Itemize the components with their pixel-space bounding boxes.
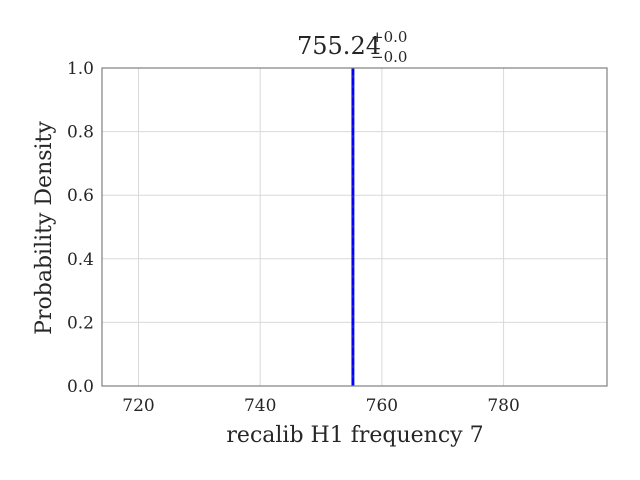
y-tick-labels: 0.0 0.2 0.4 0.6 0.8 1.0 bbox=[67, 59, 94, 397]
x-axis-label: recalib H1 frequency 7 bbox=[226, 423, 483, 448]
y-tick-label: 1.0 bbox=[67, 59, 94, 79]
x-tick-label: 760 bbox=[366, 396, 398, 416]
y-tick-label: 0.6 bbox=[67, 186, 94, 206]
y-axis-label: Probability Density bbox=[32, 121, 57, 335]
y-tick-label: 0.2 bbox=[67, 313, 94, 333]
x-tick-labels: 720 740 760 780 bbox=[122, 396, 520, 416]
title-lower-error: −0.0 bbox=[371, 48, 407, 66]
x-tick-label: 720 bbox=[122, 396, 154, 416]
title-upper-error: +0.0 bbox=[371, 28, 407, 46]
x-tick-label: 740 bbox=[244, 396, 276, 416]
grid-lines bbox=[102, 67, 607, 387]
y-tick-label: 0.0 bbox=[67, 377, 94, 397]
plot-frame bbox=[101, 67, 608, 387]
title-value: 755.24 bbox=[297, 32, 381, 60]
chart-title: 755.24 bbox=[297, 32, 381, 60]
y-tick-label: 0.8 bbox=[67, 123, 94, 143]
y-tick-label: 0.4 bbox=[67, 250, 94, 270]
x-tick-label: 780 bbox=[487, 396, 519, 416]
